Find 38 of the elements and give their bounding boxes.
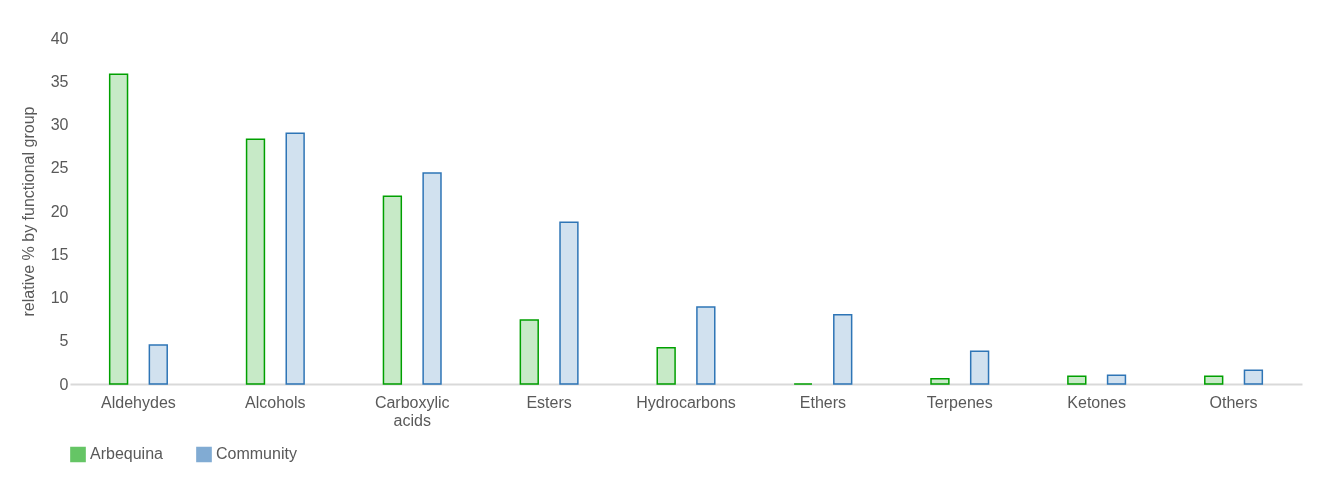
y-tick-label: 20 [50,202,69,220]
bar [559,221,579,385]
bar [285,132,305,385]
x-tick-label: Others [1209,393,1258,411]
y-tick-label: 30 [50,116,69,133]
bar [930,378,950,385]
x-tick-label: Aldehydes [101,393,176,411]
bar [382,195,403,385]
bar [519,319,539,385]
x-tick-label: Esters [526,393,572,411]
y-tick-label: 35 [50,72,69,90]
bar [656,346,676,385]
y-tick-label: 15 [50,245,69,263]
bar [422,172,442,385]
x-tick-label: Ethers [799,393,847,411]
x-tick-label: Alcohols [245,393,306,411]
y-tick-label: 10 [50,289,69,306]
bar [969,350,990,385]
bar [245,138,266,385]
bar [1067,375,1087,385]
y-axis-title: relative % by functional group [19,106,37,317]
y-tick-label: 25 [50,159,69,177]
bar [108,73,129,385]
bar [1243,369,1264,385]
x-tick-label: Terpenes [926,393,993,411]
x-tick-label: Carboxylic acids [374,393,450,429]
bar [833,314,853,385]
y-tick-label: 5 [59,332,69,350]
bar [148,344,168,385]
y-tick-label: 40 [50,29,69,47]
bar [1106,374,1127,385]
bar [696,306,716,385]
x-tick-label: Hydrocarbons [636,393,736,411]
x-tick-label: Ketones [1067,393,1127,411]
legend-label: Arbequina [90,445,164,463]
bar [1204,375,1224,385]
y-tick-label: 0 [59,375,69,393]
legend-label: Community [216,445,297,463]
